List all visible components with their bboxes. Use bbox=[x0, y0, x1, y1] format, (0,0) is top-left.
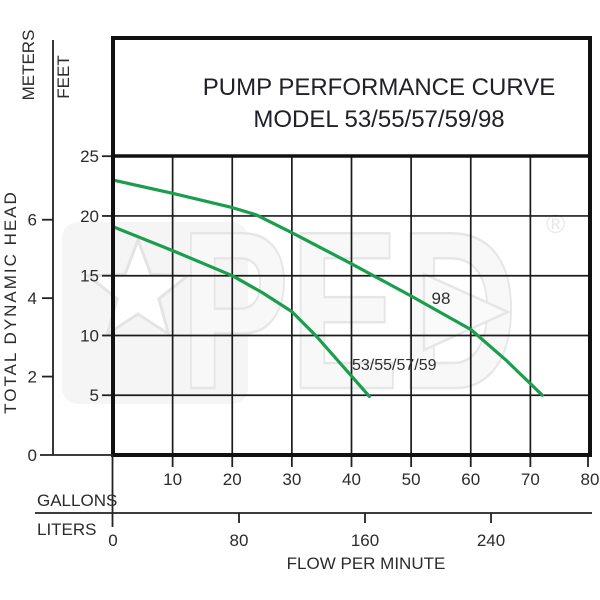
axis-ticks-and-numbers: 5 10 15 20 25 0 2 4 6 10 20 30 40 50 60 70 80 0 80 160 240 bbox=[28, 147, 600, 550]
y-axis-title: TOTAL DYNAMIC HEAD bbox=[1, 190, 20, 414]
curve-98 bbox=[111, 178, 544, 397]
liters-tick-label: 0 bbox=[108, 531, 117, 550]
gallons-unit-label: GALLONS bbox=[37, 491, 117, 510]
feet-tick-label: 25 bbox=[80, 147, 99, 166]
liters-unit-label: LITERS bbox=[37, 520, 97, 539]
grid-lines bbox=[113, 156, 590, 455]
watermark-logo: PED ® bbox=[62, 183, 565, 437]
liters-tick-label: 160 bbox=[351, 531, 379, 550]
x-axis-title: FLOW PER MINUTE bbox=[287, 554, 446, 573]
feet-tick-label: 10 bbox=[80, 326, 99, 345]
gallons-tick-label: 60 bbox=[461, 470, 480, 489]
meters-tick-label: 2 bbox=[28, 368, 37, 387]
meters-tick-label: 4 bbox=[28, 289, 37, 308]
meters-tick-label: 0 bbox=[28, 446, 37, 465]
watermark-arrow-icon bbox=[422, 272, 512, 352]
curve-label-98: 98 bbox=[432, 289, 451, 308]
chart-title-line2: MODEL 53/55/57/59/98 bbox=[253, 106, 504, 133]
feet-tick-label: 20 bbox=[80, 207, 99, 226]
gallons-tick-label: 30 bbox=[282, 470, 301, 489]
curve-label-53-55-57-59: 53/55/57/59 bbox=[352, 357, 437, 374]
feet-tick-label: 5 bbox=[90, 386, 99, 405]
performance-curves bbox=[111, 178, 544, 398]
curve-53-55-57-59 bbox=[111, 225, 371, 398]
feet-unit-label: FEET bbox=[54, 55, 73, 98]
liters-tick-label: 240 bbox=[477, 531, 505, 550]
gallons-tick-label: 40 bbox=[342, 470, 361, 489]
gallons-tick-label: 50 bbox=[402, 470, 421, 489]
feet-tick-label: 15 bbox=[80, 267, 99, 286]
chart-outer-border bbox=[111, 36, 592, 457]
meters-unit-label: METERS bbox=[19, 30, 38, 101]
gallons-tick-label: 70 bbox=[521, 470, 540, 489]
gallons-tick-label: 20 bbox=[223, 470, 242, 489]
gallons-tick-label: 10 bbox=[163, 470, 182, 489]
meters-tick-label: 6 bbox=[28, 211, 37, 230]
watermark-registered-icon: ® bbox=[546, 209, 565, 239]
liters-tick-label: 80 bbox=[230, 531, 249, 550]
gallons-tick-label: 80 bbox=[581, 470, 600, 489]
chart-title-line1: PUMP PERFORMANCE CURVE bbox=[203, 74, 556, 101]
